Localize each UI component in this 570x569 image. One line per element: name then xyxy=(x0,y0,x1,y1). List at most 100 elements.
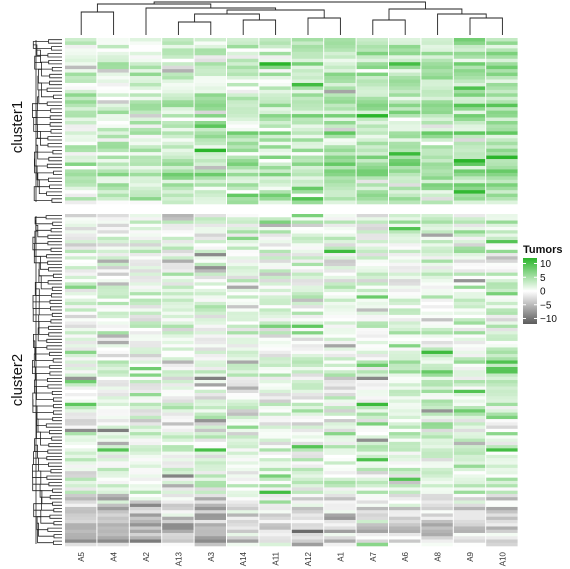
heatmap-cell xyxy=(129,58,162,63)
heatmap-cell xyxy=(421,386,453,391)
heatmap-cell xyxy=(129,464,162,469)
heatmap-cell xyxy=(389,419,421,423)
heatmap-cell xyxy=(162,428,194,433)
heatmap-cell xyxy=(389,169,421,174)
heatmap-cell xyxy=(97,471,129,475)
heatmap-cell xyxy=(259,246,291,251)
heatmap-cell xyxy=(162,490,194,495)
heatmap-cell xyxy=(65,58,97,63)
heatmap-cell xyxy=(486,262,518,267)
heatmap-cell xyxy=(162,448,194,452)
heatmap-cell xyxy=(129,279,162,283)
heatmap-cell xyxy=(324,347,356,351)
heatmap-cell xyxy=(356,55,388,60)
heatmap-cell xyxy=(65,190,97,194)
heatmap-cell xyxy=(324,110,356,115)
heatmap-cell xyxy=(324,376,356,381)
heatmap-cell xyxy=(227,415,259,420)
heatmap-cell xyxy=(421,121,453,125)
heatmap-cell xyxy=(162,58,194,63)
heatmap-cell xyxy=(486,314,518,319)
column-label: A6 xyxy=(401,551,410,561)
heatmap-cell xyxy=(356,383,388,387)
heatmap-cell xyxy=(291,124,324,129)
heatmap-cell xyxy=(65,406,97,410)
heatmap-cell xyxy=(486,477,518,482)
heatmap-cell xyxy=(227,305,259,309)
heatmap-cell xyxy=(291,240,324,244)
heatmap-cell xyxy=(97,542,129,547)
heatmap-cell xyxy=(259,532,291,537)
heatmap-cell xyxy=(129,314,162,319)
heatmap-cell xyxy=(389,503,421,508)
column-label: A11 xyxy=(272,551,281,565)
heatmap-cell xyxy=(324,454,356,459)
heatmap-cell xyxy=(356,347,388,351)
heatmap-cell xyxy=(129,72,162,77)
heatmap-cell xyxy=(356,419,388,423)
heatmap-cell xyxy=(162,110,194,115)
heatmap-cell xyxy=(324,227,356,231)
heatmap-cell xyxy=(291,490,324,495)
heatmap-cell xyxy=(324,477,356,482)
heatmap-cell xyxy=(453,169,486,174)
heatmap-cell xyxy=(356,236,388,241)
heatmap-cell xyxy=(291,193,324,198)
heatmap-cell xyxy=(162,145,194,149)
heatmap-cell xyxy=(291,523,324,527)
heatmap-cell xyxy=(453,176,486,181)
heatmap-cell xyxy=(65,461,97,465)
heatmap-cell xyxy=(227,176,259,181)
heatmap-cell xyxy=(486,249,518,254)
heatmap-cell xyxy=(227,435,259,439)
dendrogram-branch xyxy=(53,521,62,526)
heatmap-cell xyxy=(291,503,324,508)
heatmap-cell xyxy=(162,357,194,361)
heatmap-cell xyxy=(162,230,194,234)
heatmap-cell xyxy=(486,51,518,56)
heatmap-cell xyxy=(227,186,259,191)
heatmap-cell xyxy=(291,344,324,348)
heatmap-cell xyxy=(324,58,356,63)
heatmap-cell xyxy=(486,480,518,485)
heatmap-cell xyxy=(356,519,388,524)
heatmap-cell xyxy=(162,487,194,491)
heatmap-cell xyxy=(453,373,486,378)
heatmap-cell xyxy=(129,409,162,413)
heatmap-cell xyxy=(389,422,421,426)
heatmap-cell xyxy=(324,467,356,472)
heatmap-cell xyxy=(162,419,194,423)
heatmap-cell xyxy=(486,117,518,122)
heatmap-cell xyxy=(324,331,356,335)
heatmap-cell xyxy=(324,155,356,160)
heatmap-cell xyxy=(97,96,129,101)
heatmap-cell xyxy=(389,366,421,371)
heatmap-cell xyxy=(227,148,259,153)
dendrogram-branch xyxy=(47,384,62,389)
heatmap-cell xyxy=(389,425,421,430)
heatmap-cell xyxy=(194,259,226,264)
heatmap-cell xyxy=(453,506,486,511)
heatmap-cell xyxy=(259,295,291,299)
heatmap-cell xyxy=(97,230,129,234)
heatmap-cell xyxy=(194,327,226,332)
heatmap-cell xyxy=(194,127,226,132)
heatmap-cell xyxy=(194,529,226,534)
heatmap-cell xyxy=(97,162,129,167)
heatmap-cell xyxy=(291,357,324,361)
heatmap-cell xyxy=(129,186,162,191)
heatmap-cell xyxy=(162,48,194,53)
heatmap-cell xyxy=(227,331,259,335)
heatmap-cell xyxy=(65,396,97,400)
heatmap-cell xyxy=(324,190,356,194)
heatmap-cell xyxy=(162,484,194,488)
heatmap-cell xyxy=(129,399,162,404)
heatmap-cell xyxy=(453,223,486,228)
heatmap-cell xyxy=(291,272,324,277)
dendrogram-branch xyxy=(45,423,62,428)
heatmap-cell xyxy=(486,295,518,299)
heatmap-cell xyxy=(453,266,486,270)
heatmap-cell xyxy=(356,360,388,365)
heatmap-cell xyxy=(97,435,129,439)
heatmap-cell xyxy=(453,344,486,348)
